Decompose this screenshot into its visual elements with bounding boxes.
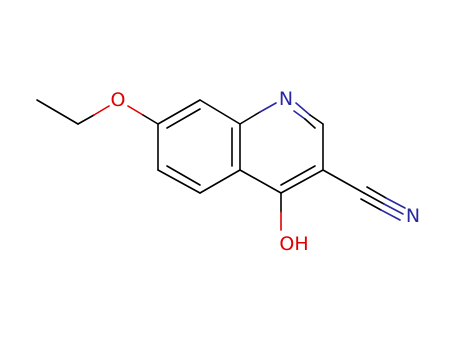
bond bbox=[157, 169, 201, 194]
bond bbox=[239, 169, 282, 194]
triple-bond bbox=[383, 203, 404, 215]
bond bbox=[199, 169, 241, 194]
atom-label: O bbox=[111, 89, 126, 111]
bond bbox=[295, 102, 311, 116]
atom-label: OH bbox=[279, 233, 308, 255]
triple-bond bbox=[363, 192, 385, 205]
bond bbox=[127, 105, 144, 116]
double-bond bbox=[280, 165, 316, 186]
triple-bond bbox=[366, 186, 387, 199]
triple-bond bbox=[385, 197, 406, 209]
bond bbox=[322, 169, 365, 194]
bond bbox=[157, 99, 201, 125]
triple-bond bbox=[380, 209, 401, 221]
bonds bbox=[36, 99, 406, 231]
double-bond bbox=[166, 108, 201, 129]
double-bond bbox=[166, 165, 201, 186]
bond bbox=[77, 114, 95, 125]
atom-label: N bbox=[279, 88, 293, 110]
bond bbox=[36, 99, 79, 125]
triple-bond bbox=[360, 198, 382, 211]
double-bond bbox=[304, 118, 316, 129]
bond bbox=[309, 114, 324, 125]
bond bbox=[280, 169, 324, 194]
atom-label: N bbox=[406, 205, 420, 227]
bond bbox=[142, 114, 159, 125]
bond bbox=[259, 102, 277, 113]
bond bbox=[93, 105, 110, 116]
double-bond bbox=[293, 110, 306, 120]
bond bbox=[239, 111, 261, 125]
bond bbox=[199, 99, 241, 125]
